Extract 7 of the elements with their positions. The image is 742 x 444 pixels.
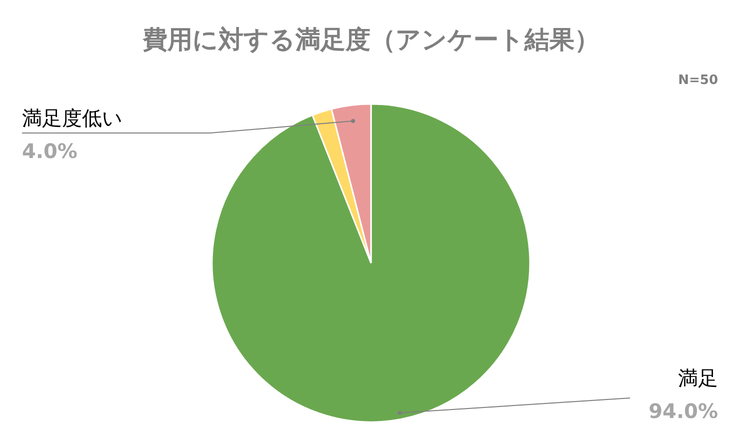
- text: N=50: [678, 73, 718, 88]
- data-label: 4.0%: [22, 139, 78, 163]
- slice-label: 満足: [678, 366, 718, 390]
- pie-slice: [211, 103, 531, 422]
- data-label: 94.0%: [648, 399, 718, 423]
- chart-title: 費用に対する満足度（アンケート結果）: [142, 25, 600, 54]
- slice-label: 満足度低い: [22, 106, 122, 130]
